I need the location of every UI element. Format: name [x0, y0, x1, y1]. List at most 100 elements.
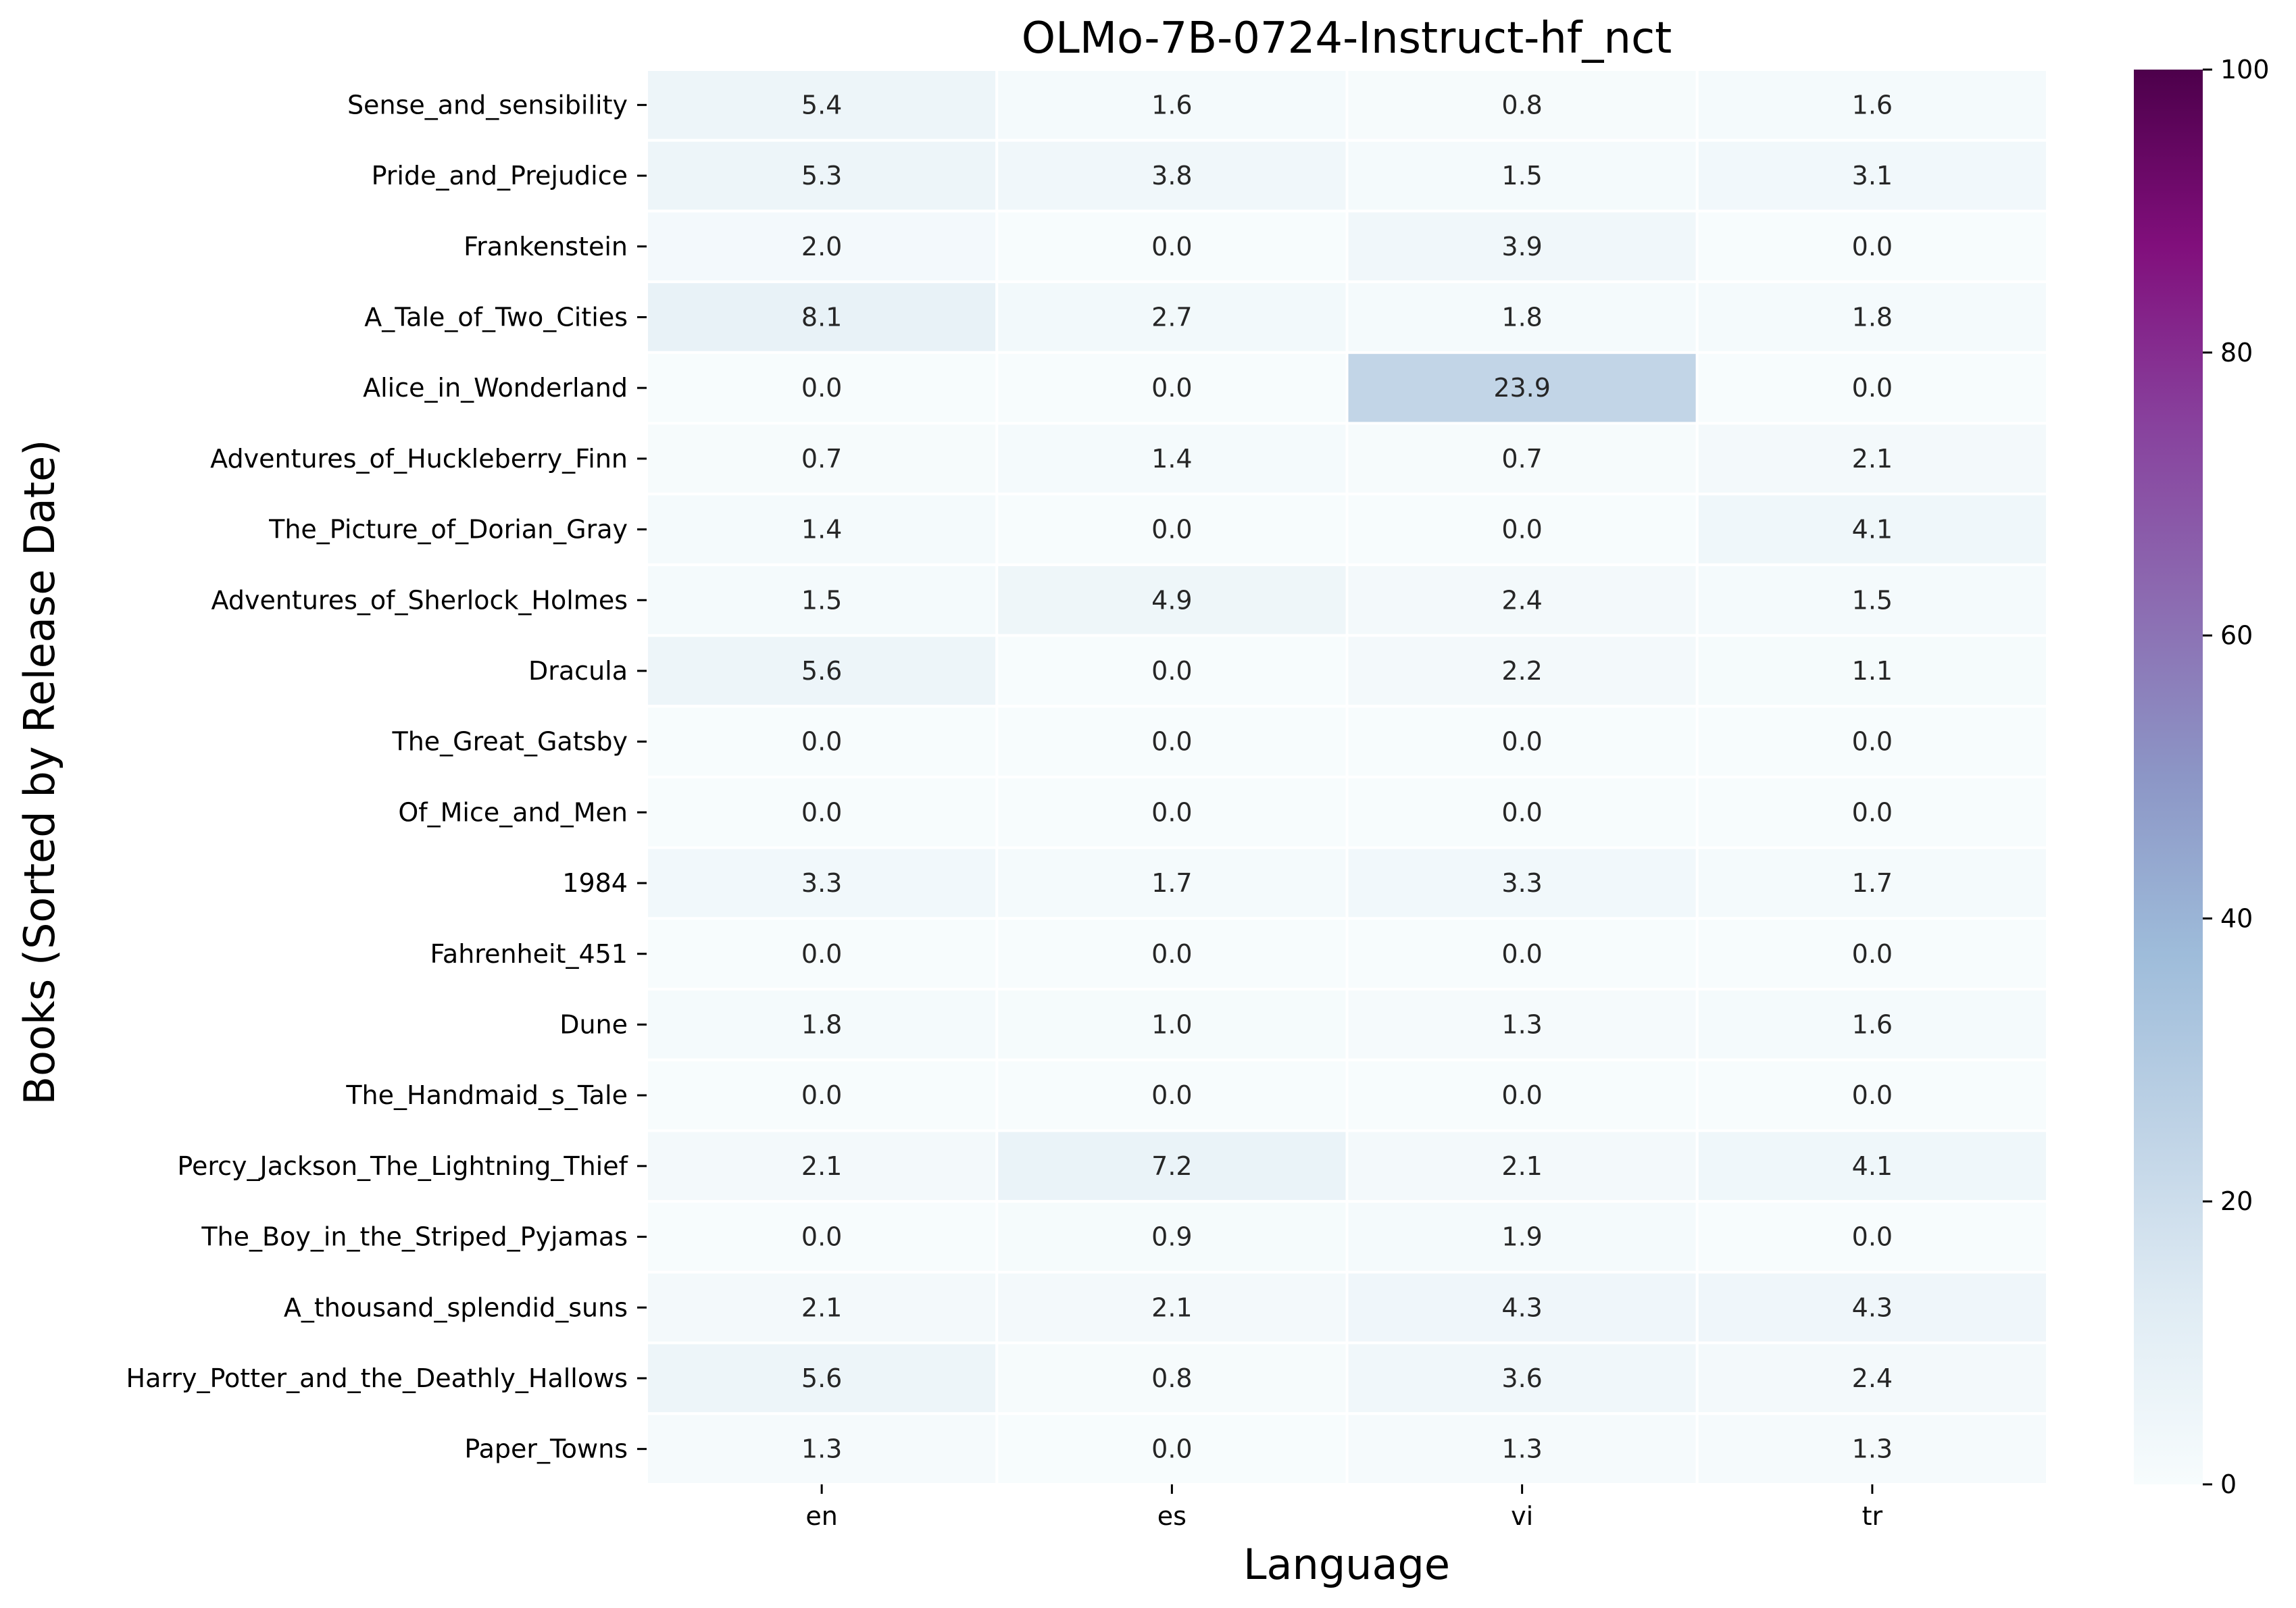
cell-value-label: 0.0	[801, 1222, 842, 1252]
cell-value-label: 1.5	[1501, 161, 1542, 191]
cell-value-label: 0.7	[1501, 444, 1542, 474]
colorbar-tick-label: 60	[2220, 621, 2253, 651]
cell-value-label: 1.4	[801, 515, 842, 545]
y-tick-label: Of_Mice_and_Men	[398, 797, 628, 827]
heatmap-cell	[1345, 705, 1699, 779]
cell-value-label: 0.8	[1151, 1363, 1192, 1393]
cell-value-label: 1.6	[1852, 90, 1893, 120]
heatmap-cell	[1695, 634, 2049, 708]
cell-value-label: 3.9	[1501, 232, 1542, 261]
x-axis-label: Language	[1243, 1540, 1450, 1589]
cell-value-label: 3.1	[1852, 161, 1893, 191]
cell-value-label: 1.8	[1501, 302, 1542, 332]
heatmap-cell	[1345, 351, 1699, 425]
heatmap-cell	[1695, 139, 2049, 213]
cell-value-label: 0.7	[801, 444, 842, 474]
cell-value-label: 0.0	[1151, 656, 1192, 686]
cell-value-label: 3.3	[1501, 868, 1542, 898]
cell-value-label: 0.0	[1151, 1434, 1192, 1464]
heatmap-cell	[1695, 68, 2049, 142]
heatmap-cell	[1345, 422, 1699, 496]
cell-value-label: 5.6	[801, 1363, 842, 1393]
cell-value-label: 0.0	[1852, 939, 1893, 969]
cell-value-label: 2.1	[801, 1151, 842, 1181]
y-axis-ticks: Sense_and_sensibility Pride_and_Prejudice…	[126, 90, 647, 1464]
cell-value-label: 0.0	[1501, 939, 1542, 969]
y-tick-label: A_Tale_of_Two_Cities	[364, 302, 628, 332]
cell-value-label: 0.0	[1501, 1080, 1542, 1110]
y-tick-label: The_Picture_of_Dorian_Gray	[268, 515, 628, 545]
cell-value-label: 3.6	[1501, 1363, 1542, 1393]
heatmap-cell	[1695, 1129, 2049, 1203]
cell-value-label: 0.0	[1151, 939, 1192, 969]
cell-value-label: 23.9	[1493, 373, 1551, 403]
cell-value-label: 2.1	[1151, 1292, 1192, 1322]
y-tick-label: Percy_Jackson_The_Lightning_Thief	[177, 1151, 628, 1181]
x-tick-label: en	[805, 1501, 837, 1531]
heatmap-cell	[1695, 351, 2049, 425]
heatmap-cell	[1345, 846, 1699, 920]
cell-value-label: 1.6	[1852, 1009, 1893, 1039]
cell-value-label: 1.7	[1852, 868, 1893, 898]
heatmap-cell	[645, 1412, 999, 1486]
cell-value-label: 0.0	[1852, 373, 1893, 403]
cell-value-label: 1.5	[1852, 585, 1893, 615]
cell-value-label: 4.3	[1501, 1292, 1542, 1322]
y-tick-label: Adventures_of_Huckleberry_Finn	[210, 444, 628, 474]
cell-value-label: 2.0	[801, 232, 842, 261]
cell-value-label: 1.5	[801, 585, 842, 615]
cell-value-label: 0.0	[1501, 797, 1542, 827]
cell-value-label: 1.4	[1151, 444, 1192, 474]
heatmap-cell	[1345, 493, 1699, 566]
chart-title: OLMo-7B-0724-Instruct-hf_nct	[1022, 14, 1672, 64]
cell-value-label: 3.3	[801, 868, 842, 898]
colorbar-tick-label: 40	[2220, 903, 2253, 933]
y-tick-label: Paper_Towns	[464, 1434, 628, 1464]
heatmap-cell	[995, 209, 1349, 284]
colorbar-ticks: 0 20 40 60 80 100	[2203, 55, 2270, 1499]
cell-value-label: 2.1	[1852, 444, 1893, 474]
y-tick-label: Sense_and_sensibility	[347, 90, 628, 120]
heatmap-cell	[645, 68, 999, 142]
cell-value-label: 2.7	[1151, 302, 1192, 332]
cell-value-label: 0.0	[1151, 232, 1192, 261]
cell-value-label: 4.3	[1852, 1292, 1893, 1322]
heatmap-cell	[1345, 776, 1699, 849]
cell-value-label: 0.0	[801, 727, 842, 757]
heatmap-cell	[995, 280, 1349, 354]
cell-value-label: 0.9	[1151, 1222, 1192, 1252]
cell-value-label: 0.0	[1151, 515, 1192, 545]
cell-value-label: 1.7	[1151, 868, 1192, 898]
x-tick-label: vi	[1511, 1501, 1533, 1531]
cell-value-label: 5.4	[801, 90, 842, 120]
cell-value-label: 1.3	[1501, 1009, 1542, 1039]
cell-value-label: 0.0	[801, 1080, 842, 1110]
cell-value-label: 0.0	[801, 797, 842, 827]
cell-value-label: 1.3	[801, 1434, 842, 1464]
cell-value-label: 0.0	[1151, 797, 1192, 827]
colorbar-tick-label: 80	[2220, 338, 2253, 368]
cell-value-label: 0.0	[1151, 1080, 1192, 1110]
heatmap-cell	[1695, 1200, 2049, 1274]
heatmap-cell	[995, 351, 1349, 425]
cell-value-label: 0.0	[1501, 727, 1542, 757]
y-tick-label: Alice_in_Wonderland	[363, 373, 628, 403]
cell-value-label: 1.8	[801, 1009, 842, 1039]
heatmap-cell	[1695, 209, 2049, 284]
colorbar-tick-label: 20	[2220, 1186, 2253, 1216]
cell-value-label: 0.0	[1852, 232, 1893, 261]
heatmap-cell	[995, 1412, 1349, 1486]
y-tick-label: Harry_Potter_and_the_Deathly_Hallows	[126, 1363, 628, 1393]
cell-value-label: 4.9	[1151, 585, 1192, 615]
y-tick-label: Pride_and_Prejudice	[372, 161, 628, 191]
heatmap-cell	[995, 988, 1349, 1061]
cell-value-label: 5.6	[801, 656, 842, 686]
heatmap-cell	[1345, 1412, 1699, 1486]
y-tick-label: 1984	[562, 868, 628, 898]
x-tick-label: es	[1157, 1501, 1187, 1531]
y-tick-label: The_Great_Gatsby	[391, 727, 628, 757]
heatmap-cell	[995, 846, 1349, 920]
cell-value-label: 8.1	[801, 302, 842, 332]
cell-value-label: 1.9	[1501, 1222, 1542, 1252]
